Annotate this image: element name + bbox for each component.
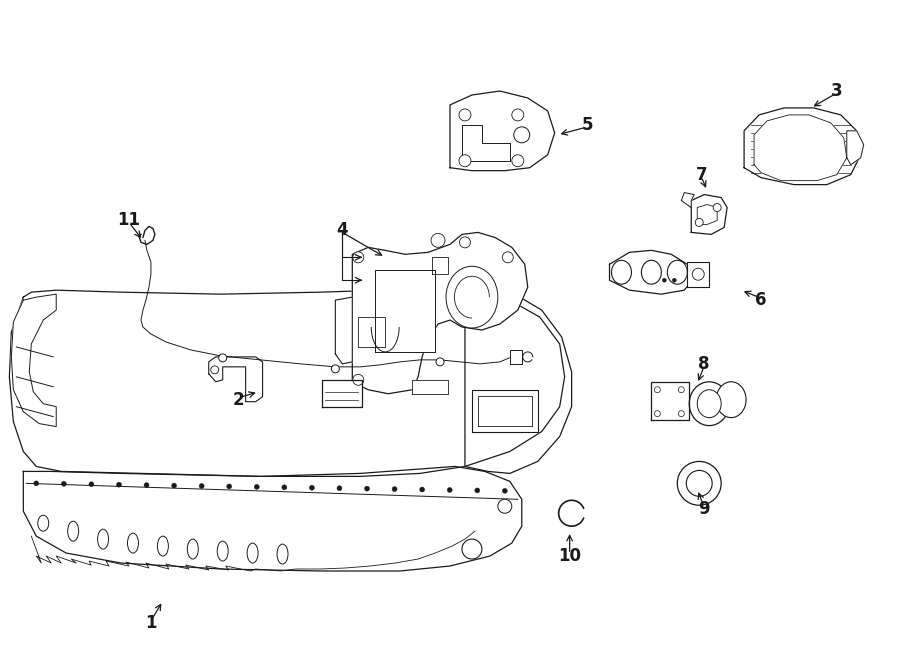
Ellipse shape <box>654 387 661 393</box>
Polygon shape <box>465 290 572 473</box>
Ellipse shape <box>227 484 231 489</box>
Polygon shape <box>754 115 847 181</box>
Polygon shape <box>375 270 435 352</box>
Ellipse shape <box>667 260 688 284</box>
Text: 4: 4 <box>337 221 348 240</box>
Ellipse shape <box>447 487 452 493</box>
Polygon shape <box>688 262 709 287</box>
Ellipse shape <box>144 483 149 488</box>
Ellipse shape <box>502 252 513 263</box>
Ellipse shape <box>462 539 482 559</box>
Ellipse shape <box>713 203 721 211</box>
Polygon shape <box>681 193 694 207</box>
Polygon shape <box>509 350 522 364</box>
Ellipse shape <box>353 252 364 263</box>
Ellipse shape <box>337 486 342 491</box>
Polygon shape <box>472 390 537 432</box>
Ellipse shape <box>61 481 67 487</box>
Ellipse shape <box>172 483 176 488</box>
Text: 10: 10 <box>558 547 581 565</box>
Polygon shape <box>358 317 385 347</box>
Ellipse shape <box>459 155 471 167</box>
Ellipse shape <box>423 381 434 393</box>
Polygon shape <box>847 131 864 165</box>
Ellipse shape <box>689 382 729 426</box>
Ellipse shape <box>282 485 287 490</box>
Polygon shape <box>412 380 448 394</box>
Ellipse shape <box>678 461 721 505</box>
Ellipse shape <box>459 109 471 121</box>
Ellipse shape <box>199 483 204 489</box>
Text: 11: 11 <box>118 211 140 230</box>
Polygon shape <box>352 232 527 394</box>
Ellipse shape <box>255 485 259 489</box>
Ellipse shape <box>364 486 370 491</box>
Ellipse shape <box>514 127 530 143</box>
Polygon shape <box>336 297 352 364</box>
Ellipse shape <box>695 218 703 226</box>
Ellipse shape <box>502 489 508 493</box>
Ellipse shape <box>679 387 684 393</box>
Ellipse shape <box>128 533 139 553</box>
Ellipse shape <box>89 482 94 487</box>
Ellipse shape <box>512 155 524 167</box>
Polygon shape <box>322 380 363 406</box>
Text: 6: 6 <box>755 291 767 309</box>
Polygon shape <box>698 205 717 224</box>
Ellipse shape <box>34 481 39 486</box>
Ellipse shape <box>716 382 746 418</box>
Ellipse shape <box>211 366 219 374</box>
Polygon shape <box>23 467 522 571</box>
Ellipse shape <box>687 471 712 496</box>
Ellipse shape <box>217 541 229 561</box>
Ellipse shape <box>68 521 78 541</box>
Ellipse shape <box>642 260 662 284</box>
Polygon shape <box>478 396 532 426</box>
Ellipse shape <box>512 109 524 121</box>
Ellipse shape <box>611 260 632 284</box>
Ellipse shape <box>475 488 480 493</box>
Text: 5: 5 <box>581 116 593 134</box>
Ellipse shape <box>187 539 198 559</box>
Ellipse shape <box>692 268 704 280</box>
Text: 2: 2 <box>233 391 245 408</box>
Polygon shape <box>462 125 509 161</box>
Text: 1: 1 <box>145 614 157 632</box>
Ellipse shape <box>219 354 227 362</box>
Ellipse shape <box>392 487 397 492</box>
Text: 7: 7 <box>696 166 707 183</box>
Polygon shape <box>450 91 554 171</box>
Ellipse shape <box>436 358 444 366</box>
Polygon shape <box>432 258 448 274</box>
Text: 9: 9 <box>698 500 710 518</box>
Polygon shape <box>12 294 56 426</box>
Polygon shape <box>744 108 860 185</box>
Ellipse shape <box>498 499 512 513</box>
Ellipse shape <box>310 485 314 491</box>
Ellipse shape <box>353 374 364 385</box>
Polygon shape <box>209 357 263 402</box>
Text: 3: 3 <box>831 82 842 100</box>
Ellipse shape <box>158 536 168 556</box>
Polygon shape <box>652 382 689 420</box>
Ellipse shape <box>460 237 471 248</box>
Ellipse shape <box>116 482 122 487</box>
Ellipse shape <box>679 410 684 416</box>
Ellipse shape <box>419 487 425 492</box>
Ellipse shape <box>277 544 288 564</box>
Polygon shape <box>609 250 694 294</box>
Ellipse shape <box>248 543 258 563</box>
Ellipse shape <box>662 278 666 282</box>
Ellipse shape <box>431 234 445 248</box>
Ellipse shape <box>446 266 498 328</box>
Ellipse shape <box>97 529 109 549</box>
Text: 8: 8 <box>698 355 710 373</box>
Ellipse shape <box>672 278 676 282</box>
Polygon shape <box>9 290 564 477</box>
Polygon shape <box>691 195 727 234</box>
Ellipse shape <box>654 410 661 416</box>
Ellipse shape <box>38 515 49 531</box>
Ellipse shape <box>331 365 339 373</box>
Ellipse shape <box>698 390 721 418</box>
